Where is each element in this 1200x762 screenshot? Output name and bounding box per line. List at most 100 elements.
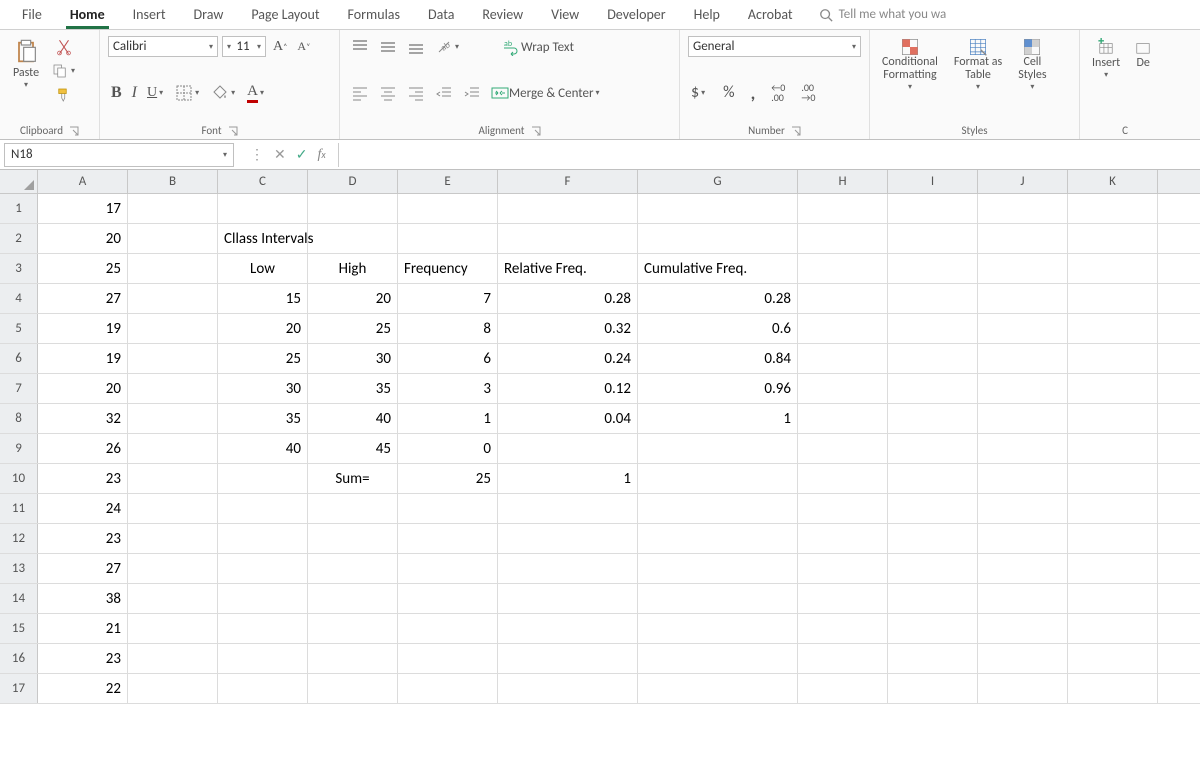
- cell-K7[interactable]: [1068, 374, 1158, 403]
- dialog-launcher-icon[interactable]: [791, 126, 801, 136]
- increase-decimal-button[interactable]: ←0.00: [768, 81, 788, 105]
- cell-J11[interactable]: [978, 494, 1068, 523]
- cell-B3[interactable]: [128, 254, 218, 283]
- row-header-2[interactable]: 2: [0, 224, 38, 253]
- cell-K14[interactable]: [1068, 584, 1158, 613]
- col-header-A[interactable]: A: [38, 170, 128, 193]
- col-header-K[interactable]: K: [1068, 170, 1158, 193]
- cell-F5[interactable]: 0.32: [498, 314, 638, 343]
- cell-D10[interactable]: Sum=: [308, 464, 398, 493]
- cell-B15[interactable]: [128, 614, 218, 643]
- tab-draw[interactable]: Draw: [180, 2, 238, 27]
- cell-B4[interactable]: [128, 284, 218, 313]
- cell-C12[interactable]: [218, 524, 308, 553]
- cell-D2[interactable]: [308, 224, 398, 253]
- cell-I12[interactable]: [888, 524, 978, 553]
- cell-H17[interactable]: [798, 674, 888, 703]
- cell-D15[interactable]: [308, 614, 398, 643]
- cell-H1[interactable]: [798, 194, 888, 223]
- cell-D7[interactable]: 35: [308, 374, 398, 403]
- cell-F14[interactable]: [498, 584, 638, 613]
- cell-K5[interactable]: [1068, 314, 1158, 343]
- cancel-formula-button[interactable]: ✕: [274, 146, 286, 163]
- cell-E5[interactable]: 8: [398, 314, 498, 343]
- select-all-corner[interactable]: [0, 170, 38, 193]
- cell-K12[interactable]: [1068, 524, 1158, 553]
- cell-H10[interactable]: [798, 464, 888, 493]
- cell-J2[interactable]: [978, 224, 1068, 253]
- cell-H2[interactable]: [798, 224, 888, 253]
- align-right-button[interactable]: [404, 82, 428, 104]
- copy-button[interactable]: ▾: [48, 60, 80, 82]
- cell-F16[interactable]: [498, 644, 638, 673]
- cell-F17[interactable]: [498, 674, 638, 703]
- cell-E9[interactable]: 0: [398, 434, 498, 463]
- cell-B7[interactable]: [128, 374, 218, 403]
- cell-A16[interactable]: 23: [38, 644, 128, 673]
- tab-acrobat[interactable]: Acrobat: [734, 2, 807, 27]
- tab-formulas[interactable]: Formulas: [334, 2, 414, 27]
- cell-D9[interactable]: 45: [308, 434, 398, 463]
- formula-input[interactable]: [338, 143, 1200, 167]
- cell-H6[interactable]: [798, 344, 888, 373]
- tab-page-layout[interactable]: Page Layout: [237, 2, 333, 27]
- decrease-indent-button[interactable]: [432, 82, 456, 104]
- row-header-4[interactable]: 4: [0, 284, 38, 313]
- cell-B5[interactable]: [128, 314, 218, 343]
- cell-F10[interactable]: 1: [498, 464, 638, 493]
- cell-G6[interactable]: 0.84: [638, 344, 798, 373]
- cell-F13[interactable]: [498, 554, 638, 583]
- fill-color-button[interactable]: ▾: [208, 82, 240, 104]
- cell-A8[interactable]: 32: [38, 404, 128, 433]
- cell-D5[interactable]: 25: [308, 314, 398, 343]
- cell-C16[interactable]: [218, 644, 308, 673]
- cell-K6[interactable]: [1068, 344, 1158, 373]
- cell-F9[interactable]: [498, 434, 638, 463]
- cell-A3[interactable]: 25: [38, 254, 128, 283]
- align-left-button[interactable]: [348, 82, 372, 104]
- align-bottom-button[interactable]: [404, 36, 428, 58]
- cell-K16[interactable]: [1068, 644, 1158, 673]
- cell-E16[interactable]: [398, 644, 498, 673]
- cell-A12[interactable]: 23: [38, 524, 128, 553]
- cell-I14[interactable]: [888, 584, 978, 613]
- cell-H3[interactable]: [798, 254, 888, 283]
- cell-A4[interactable]: 27: [38, 284, 128, 313]
- row-header-9[interactable]: 9: [0, 434, 38, 463]
- col-header-I[interactable]: I: [888, 170, 978, 193]
- row-header-8[interactable]: 8: [0, 404, 38, 433]
- col-header-D[interactable]: D: [308, 170, 398, 193]
- cell-J17[interactable]: [978, 674, 1068, 703]
- cell-I7[interactable]: [888, 374, 978, 403]
- cell-B1[interactable]: [128, 194, 218, 223]
- cell-A1[interactable]: 17: [38, 194, 128, 223]
- align-middle-button[interactable]: [376, 36, 400, 58]
- col-header-G[interactable]: G: [638, 170, 798, 193]
- cell-C8[interactable]: 35: [218, 404, 308, 433]
- dialog-launcher-icon[interactable]: [228, 126, 238, 136]
- cell-K2[interactable]: [1068, 224, 1158, 253]
- insert-function-button[interactable]: fx: [317, 147, 325, 163]
- cell-F11[interactable]: [498, 494, 638, 523]
- cell-B6[interactable]: [128, 344, 218, 373]
- cell-I10[interactable]: [888, 464, 978, 493]
- cell-E14[interactable]: [398, 584, 498, 613]
- align-top-button[interactable]: [348, 36, 372, 58]
- cell-J7[interactable]: [978, 374, 1068, 403]
- cell-E6[interactable]: 6: [398, 344, 498, 373]
- cell-A2[interactable]: 20: [38, 224, 128, 253]
- cell-F4[interactable]: 0.28: [498, 284, 638, 313]
- cell-G4[interactable]: 0.28: [638, 284, 798, 313]
- cell-H9[interactable]: [798, 434, 888, 463]
- cell-G9[interactable]: [638, 434, 798, 463]
- cell-H8[interactable]: [798, 404, 888, 433]
- cell-D8[interactable]: 40: [308, 404, 398, 433]
- cell-K3[interactable]: [1068, 254, 1158, 283]
- col-header-J[interactable]: J: [978, 170, 1068, 193]
- row-header-10[interactable]: 10: [0, 464, 38, 493]
- cell-J12[interactable]: [978, 524, 1068, 553]
- dialog-launcher-icon[interactable]: [531, 126, 541, 136]
- cell-C13[interactable]: [218, 554, 308, 583]
- cell-A10[interactable]: 23: [38, 464, 128, 493]
- cell-C17[interactable]: [218, 674, 308, 703]
